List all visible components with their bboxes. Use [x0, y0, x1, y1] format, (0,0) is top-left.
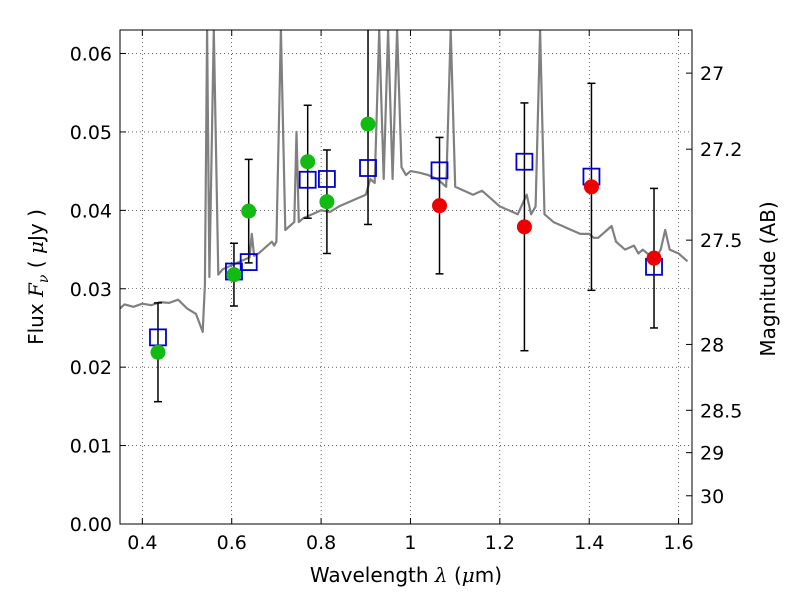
model-photometry-square [318, 170, 336, 188]
optical-observed-point [300, 154, 316, 170]
y2-axis-label: Magnitude (AB) [756, 201, 780, 356]
optical-observed-point [319, 194, 335, 210]
optical-observed-point [226, 267, 242, 283]
y-tick-label: 0.03 [70, 279, 112, 301]
optical-observed-point [360, 116, 376, 132]
nir-observed-point [432, 198, 448, 214]
plot-frame [119, 29, 693, 525]
x-tick-label: 0.6 [217, 532, 247, 554]
x-tick-label: 1.4 [574, 532, 604, 554]
y2-tick-label: 30 [700, 486, 724, 508]
model-photometry-square [430, 161, 449, 180]
y-axis-label: Flux Fν ( μJy ) [24, 209, 52, 345]
ticks: 0.4 0.6 0.8 1 1.2 1.4 1.6 0.00 0.01 0.02 0.03 0.04 0… [70, 30, 742, 554]
nir-observed-point [516, 219, 532, 235]
y2-tick-label: 28 [700, 334, 724, 356]
y-tick-label: 0.06 [70, 44, 112, 66]
x-tick-label: 0.4 [127, 532, 157, 554]
model-photometry-square [515, 152, 534, 171]
y2-tick-label: 27.2 [700, 139, 742, 161]
y-tick-label: 0.04 [70, 200, 112, 222]
nir-observed-point [583, 179, 599, 195]
x-tick-label: 0.8 [306, 532, 336, 554]
optical-observed-point [150, 344, 166, 360]
model-photometry-square [298, 170, 317, 189]
nir-observed-point [646, 250, 662, 266]
x-tick-label: 1.6 [663, 532, 693, 554]
optical-observed-point [241, 203, 257, 219]
y2-tick-label: 28.5 [700, 400, 742, 422]
model-spectrum-line [120, 30, 689, 333]
model-photometry-square [239, 253, 258, 272]
model-spectrum-layer [120, 30, 689, 333]
y-tick-label: 0.02 [70, 357, 112, 379]
x-tick-label: 1.2 [485, 532, 515, 554]
x-tick-label: 1 [404, 532, 416, 554]
y-tick-label: 0.01 [70, 436, 112, 458]
model-photometry-square [359, 159, 377, 177]
y2-tick-label: 27 [700, 63, 724, 85]
y-tick-label: 0.05 [70, 122, 112, 144]
x-axis-label: Wavelength λ (μm) [310, 563, 502, 587]
marker-layer [149, 116, 663, 360]
y2-tick-label: 27.5 [700, 230, 742, 252]
y-tick-label: 0.00 [70, 514, 112, 536]
y2-tick-label: 29 [700, 443, 724, 465]
